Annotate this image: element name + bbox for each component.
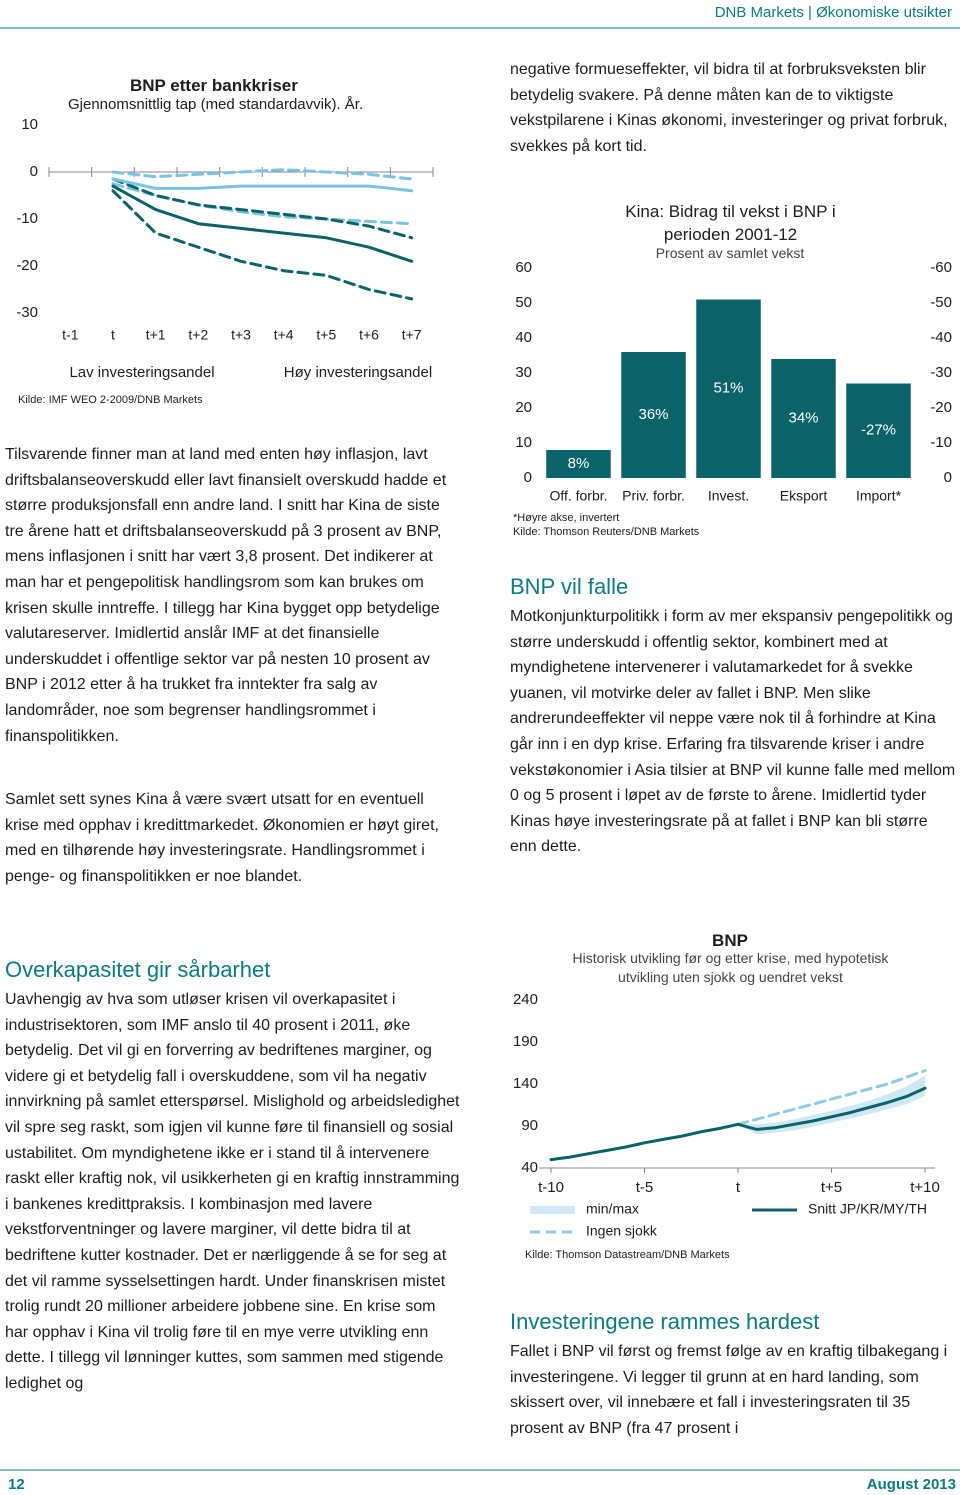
value-label: 36% bbox=[638, 406, 668, 423]
paragraph: Motkonjunkturpolitikk i form av mer eksp… bbox=[510, 608, 956, 856]
x-tick-label: t+1 bbox=[146, 327, 166, 343]
y-tick-label: 20 bbox=[515, 399, 532, 416]
bar bbox=[846, 383, 911, 478]
x-tick-label: t+7 bbox=[402, 327, 422, 343]
x-tick-label: t+6 bbox=[359, 327, 379, 343]
y-tick-label: -10 bbox=[16, 210, 38, 227]
section-heading: BNP vil falle bbox=[510, 574, 629, 599]
y2-tick-label: -50 bbox=[930, 294, 952, 311]
y2-tick-label: -20 bbox=[930, 399, 952, 416]
bar bbox=[546, 450, 611, 478]
series-line bbox=[111, 177, 414, 193]
x-tick-label: Priv. forbr. bbox=[622, 488, 685, 504]
y-tick-label: 140 bbox=[513, 1075, 538, 1092]
y-tick-label: 240 bbox=[513, 991, 538, 1008]
chart-subtitle: Prosent av samlet vekst bbox=[655, 245, 805, 261]
chart-title: BNP bbox=[712, 931, 748, 950]
page-number: 12 bbox=[8, 1476, 25, 1493]
deviation-line bbox=[111, 168, 414, 181]
y-tick-label: -30 bbox=[16, 304, 38, 321]
y2-tick-label: -30 bbox=[930, 364, 952, 381]
y-tick-label: 30 bbox=[515, 364, 532, 381]
legend-label: min/max bbox=[586, 1201, 639, 1217]
y-tick-label: 10 bbox=[21, 116, 38, 133]
x-tick-label: t+5 bbox=[821, 1179, 842, 1196]
x-tick-label: t+10 bbox=[910, 1179, 940, 1196]
deviation-line bbox=[111, 189, 414, 301]
y-tick-label: -20 bbox=[16, 257, 38, 274]
y-tick-label: 40 bbox=[515, 329, 532, 346]
x-tick-label: Eksport bbox=[780, 488, 828, 504]
chart-source: Kilde: Thomson Reuters/DNB Markets bbox=[513, 526, 700, 538]
legend-label: Høy investeringsandel bbox=[284, 364, 432, 381]
paragraph: Tilsvarende finner man at land med enten… bbox=[5, 446, 447, 745]
y-tick-label: 50 bbox=[515, 294, 532, 311]
x-tick-label: t+3 bbox=[231, 327, 251, 343]
y-tick-label: 10 bbox=[515, 434, 532, 451]
x-tick-label: Import* bbox=[856, 488, 902, 504]
bar bbox=[771, 359, 836, 478]
y-tick-label: 0 bbox=[30, 163, 38, 180]
y-tick-label: 60 bbox=[515, 259, 532, 276]
bar bbox=[621, 352, 686, 478]
chart-subtitle: Gjennomsnittlig tap (med standardavvik).… bbox=[68, 96, 364, 113]
x-tick-label: t-5 bbox=[636, 1179, 654, 1196]
y2-tick-label: -60 bbox=[930, 259, 952, 276]
y-tick-label: 0 bbox=[524, 469, 532, 486]
chart-subtitle: Historisk utvikling før og etter krise, … bbox=[572, 950, 889, 985]
series-line bbox=[111, 184, 414, 263]
series-line bbox=[736, 1069, 927, 1126]
x-tick-label: t+5 bbox=[316, 327, 336, 343]
legend-label: Snitt JP/KR/MY/TH bbox=[808, 1201, 927, 1217]
chart-title: BNP etter bankkriser bbox=[130, 76, 298, 95]
paragraph: negative formueseffekter, vil bidra til … bbox=[510, 61, 948, 155]
y-tick-label: 190 bbox=[513, 1033, 538, 1050]
value-label: -27% bbox=[861, 422, 896, 439]
x-tick-label: Off. forbr. bbox=[549, 488, 607, 504]
range-band bbox=[738, 1075, 925, 1135]
y2-tick-label: -10 bbox=[930, 434, 952, 451]
chart-note: *Høyre akse, invertert bbox=[513, 512, 620, 524]
y-tick-label: 40 bbox=[521, 1159, 538, 1176]
y2-tick-label: -40 bbox=[930, 329, 952, 346]
value-label: 34% bbox=[788, 409, 818, 426]
x-tick-label: t-1 bbox=[62, 327, 79, 343]
paragraph: Uavhengig av hva som utløser krisen vil … bbox=[5, 991, 460, 1392]
x-tick-label: t+2 bbox=[188, 327, 208, 343]
section-heading: Overkapasitet gir sårbarhet bbox=[5, 957, 271, 982]
footer-date: August 2013 bbox=[866, 1476, 956, 1493]
section-heading: Investeringene rammes hardest bbox=[510, 1309, 820, 1334]
paragraph: Samlet sett synes Kina å være svært utsa… bbox=[5, 791, 439, 885]
x-tick-label: t+4 bbox=[274, 327, 294, 343]
chart-source: Kilde: IMF WEO 2-2009/DNB Markets bbox=[18, 394, 203, 406]
value-label: 51% bbox=[713, 380, 743, 397]
series-line bbox=[549, 1086, 927, 1162]
legend-label: Ingen sjokk bbox=[586, 1223, 658, 1239]
deviation-line bbox=[111, 177, 414, 240]
chart-source: Kilde: Thomson Datastream/DNB Markets bbox=[525, 1249, 730, 1261]
y2-tick-label: 0 bbox=[944, 469, 952, 486]
x-tick-label: t bbox=[111, 327, 115, 343]
x-tick-label: t bbox=[736, 1179, 741, 1196]
x-tick-label: Invest. bbox=[708, 488, 749, 504]
bar bbox=[696, 299, 761, 478]
y-tick-label: 90 bbox=[521, 1117, 538, 1134]
paragraph: Fallet i BNP vil først og fremst følge a… bbox=[510, 1343, 948, 1437]
x-tick-label: t-10 bbox=[538, 1179, 564, 1196]
value-label: 8% bbox=[568, 455, 590, 472]
chart-title: Kina: Bidrag til vekst i BNP i perioden … bbox=[625, 202, 836, 244]
header-title: DNB Markets | Økonomiske utsikter bbox=[714, 4, 952, 21]
legend-label: Lav investeringsandel bbox=[69, 364, 214, 381]
